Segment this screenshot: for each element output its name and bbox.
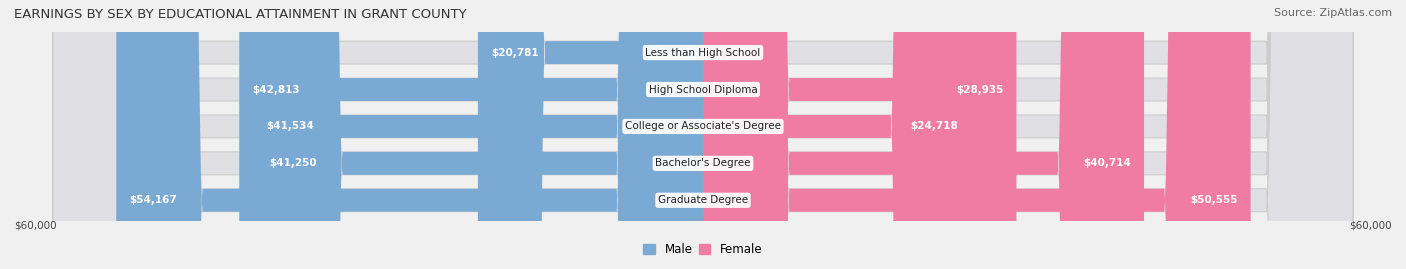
- Text: Bachelor's Degree: Bachelor's Degree: [655, 158, 751, 168]
- FancyBboxPatch shape: [253, 0, 703, 269]
- FancyBboxPatch shape: [703, 0, 1250, 269]
- Text: $20,781: $20,781: [491, 48, 538, 58]
- FancyBboxPatch shape: [703, 0, 1017, 269]
- FancyBboxPatch shape: [53, 0, 1353, 269]
- Text: $60,000: $60,000: [14, 221, 56, 231]
- FancyBboxPatch shape: [703, 0, 1144, 269]
- Text: $40,714: $40,714: [1083, 158, 1130, 168]
- Text: $41,250: $41,250: [269, 158, 316, 168]
- Text: $28,935: $28,935: [956, 84, 1004, 94]
- FancyBboxPatch shape: [239, 0, 703, 269]
- Text: Less than High School: Less than High School: [645, 48, 761, 58]
- Text: $60,000: $60,000: [1350, 221, 1392, 231]
- Text: College or Associate's Degree: College or Associate's Degree: [626, 121, 780, 132]
- FancyBboxPatch shape: [478, 0, 703, 269]
- FancyBboxPatch shape: [53, 0, 1353, 269]
- Legend: Male, Female: Male, Female: [644, 243, 762, 256]
- Text: High School Diploma: High School Diploma: [648, 84, 758, 94]
- FancyBboxPatch shape: [117, 0, 703, 269]
- FancyBboxPatch shape: [53, 0, 1353, 269]
- Text: $41,534: $41,534: [266, 121, 314, 132]
- FancyBboxPatch shape: [53, 0, 1353, 269]
- Text: Source: ZipAtlas.com: Source: ZipAtlas.com: [1274, 8, 1392, 18]
- Text: $0: $0: [720, 48, 734, 58]
- Text: $42,813: $42,813: [252, 84, 299, 94]
- FancyBboxPatch shape: [703, 0, 970, 269]
- Text: EARNINGS BY SEX BY EDUCATIONAL ATTAINMENT IN GRANT COUNTY: EARNINGS BY SEX BY EDUCATIONAL ATTAINMEN…: [14, 8, 467, 21]
- FancyBboxPatch shape: [256, 0, 703, 269]
- Text: $50,555: $50,555: [1189, 195, 1237, 205]
- Text: $54,167: $54,167: [129, 195, 177, 205]
- FancyBboxPatch shape: [53, 0, 1353, 269]
- Text: $24,718: $24,718: [910, 121, 957, 132]
- Text: Graduate Degree: Graduate Degree: [658, 195, 748, 205]
